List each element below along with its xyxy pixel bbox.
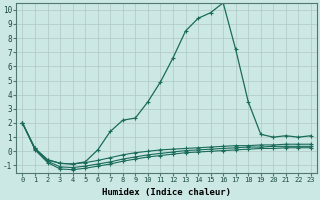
X-axis label: Humidex (Indice chaleur): Humidex (Indice chaleur) xyxy=(102,188,231,197)
